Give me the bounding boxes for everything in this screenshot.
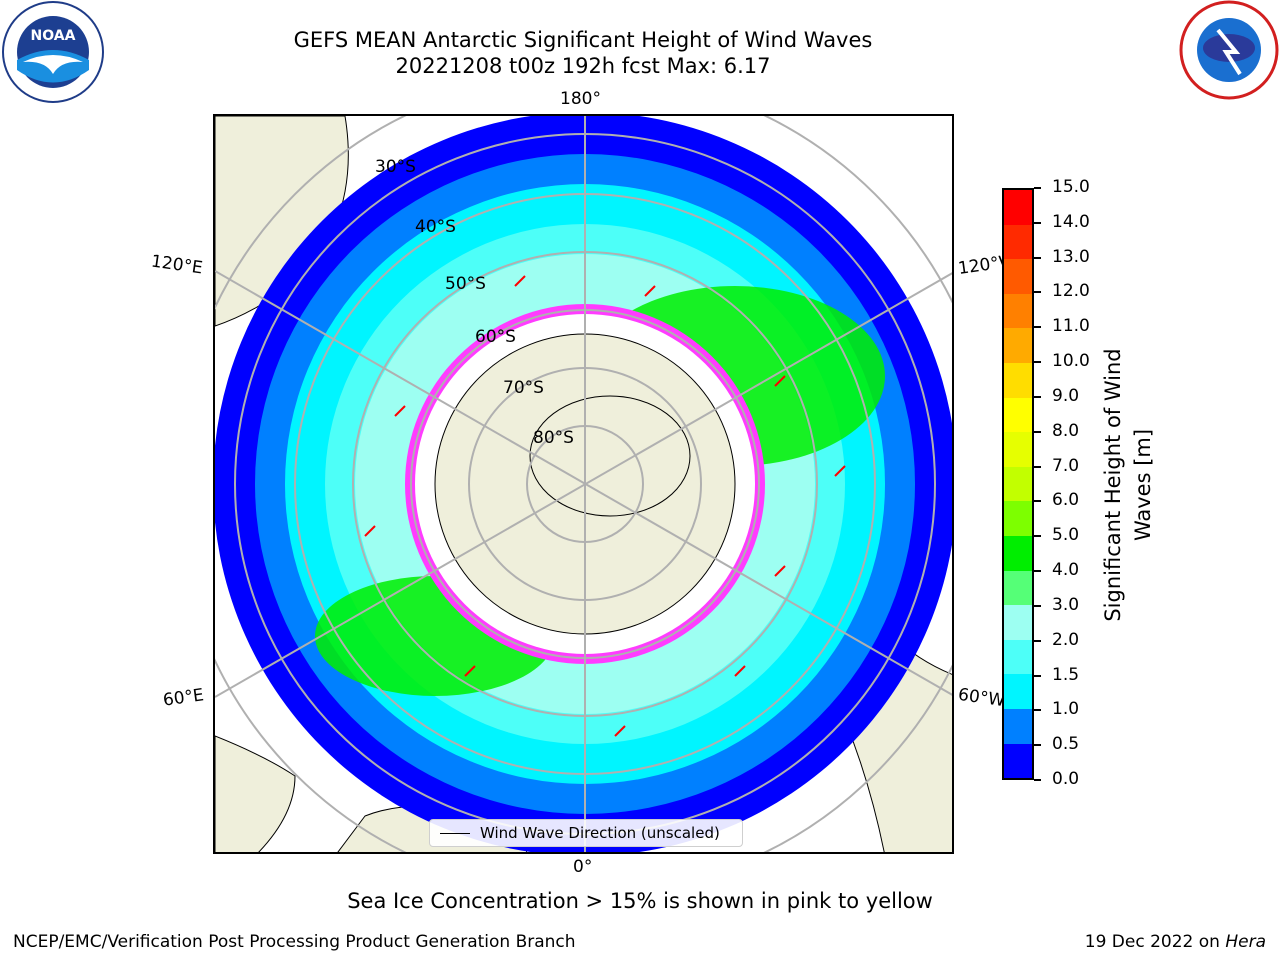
colorbar-tick-mark	[1034, 361, 1041, 364]
lat-label-30s: 30°S	[375, 157, 416, 177]
lon-label-top: 180°	[560, 89, 601, 109]
colorbar-segment	[1004, 466, 1032, 502]
colorbar-tick-label: 13.0	[1052, 246, 1090, 267]
colorbar-tick-mark	[1034, 465, 1041, 468]
colorbar-tick-mark	[1034, 256, 1041, 259]
colorbar-segment	[1004, 535, 1032, 571]
colorbar-segment	[1004, 432, 1032, 467]
colorbar-tick-label: 7.0	[1052, 455, 1080, 476]
colorbar	[1002, 188, 1034, 780]
colorbar-tick-label: 11.0	[1052, 316, 1090, 337]
polar-map: 30°S 40°S 50°S 60°S 70°S 80°S Wind Wave …	[213, 114, 954, 854]
colorbar-tick-mark	[1034, 187, 1041, 189]
colorbar-segment	[1004, 743, 1032, 779]
colorbar-tick-label: 8.0	[1052, 420, 1080, 441]
legend-line-icon	[440, 833, 470, 834]
lat-label-50s: 50°S	[445, 274, 486, 294]
colorbar-segment	[1004, 708, 1032, 744]
lon-label-lower-right: 60°W	[956, 684, 1007, 712]
lat-label-80s: 80°S	[533, 428, 574, 448]
colorbar-segment	[1004, 639, 1032, 675]
colorbar-tick-mark	[1034, 779, 1041, 781]
colorbar-tick-mark	[1034, 395, 1041, 398]
lat-label-60s: 60°S	[475, 327, 516, 347]
colorbar-segment	[1004, 570, 1032, 606]
colorbar-tick-label: 2.0	[1052, 629, 1080, 650]
colorbar-segment	[1004, 362, 1032, 398]
colorbar-segment	[1004, 224, 1032, 260]
colorbar-tick-label: 6.0	[1052, 490, 1080, 511]
colorbar-tick-label: 1.0	[1052, 699, 1080, 720]
colorbar-segment	[1004, 674, 1032, 709]
legend-label: Wind Wave Direction (unscaled)	[480, 824, 720, 842]
footer-credit: NCEP/EMC/Verification Post Processing Pr…	[13, 932, 576, 952]
lat-label-70s: 70°S	[503, 378, 544, 398]
colorbar-tick-label: 14.0	[1052, 211, 1090, 232]
colorbar-tick-label: 4.0	[1052, 560, 1080, 581]
footer-date-text: 19 Dec 2022 on	[1084, 932, 1226, 952]
lon-label-bottom: 0°	[573, 857, 593, 877]
colorbar-tick-mark	[1034, 709, 1041, 712]
colorbar-tick-mark	[1034, 674, 1041, 677]
chart-title: GEFS MEAN Antarctic Significant Height o…	[293, 28, 873, 52]
colorbar-tick-mark	[1034, 221, 1041, 224]
colorbar-title: Significant Height of Wind Waves [m]	[1098, 348, 1158, 621]
colorbar-title-line1: Significant Height of Wind	[1101, 348, 1125, 622]
colorbar-tick-mark	[1034, 604, 1041, 607]
chart-subtitle: 20221208 t00z 192h fcst Max: 6.17	[395, 54, 771, 78]
colorbar-tick-mark	[1034, 291, 1041, 294]
colorbar-tick-label: 9.0	[1052, 385, 1080, 406]
sea-ice-note: Sea Ice Concentration > 15% is shown in …	[347, 889, 933, 913]
colorbar-tick-label: 10.0	[1052, 351, 1090, 372]
colorbar-segment	[1004, 328, 1032, 363]
colorbar-tick-label: 1.5	[1052, 664, 1080, 685]
footer-date: 19 Dec 2022 on Hera	[1085, 932, 1266, 952]
colorbar-segment	[1004, 190, 1032, 225]
lon-label-upper-left: 120°E	[149, 251, 204, 279]
africa-land	[215, 735, 296, 852]
colorbar-segment	[1004, 259, 1032, 294]
map-legend: Wind Wave Direction (unscaled)	[429, 819, 743, 847]
colorbar-tick-label: 3.0	[1052, 594, 1080, 615]
lon-label-lower-left: 60°E	[161, 685, 206, 711]
noaa-logo-icon: NOAA	[1, 0, 105, 104]
footer-host: Hera	[1225, 932, 1266, 952]
colorbar-tick-label: 12.0	[1052, 281, 1090, 302]
colorbar-tick-mark	[1034, 326, 1041, 329]
colorbar-tick-label: 15.0	[1052, 177, 1090, 197]
colorbar-tick-mark	[1034, 744, 1041, 747]
colorbar-tick-label: 5.0	[1052, 525, 1080, 546]
colorbar-tick-mark	[1034, 639, 1041, 642]
lat-label-40s: 40°S	[415, 217, 456, 237]
colorbar-title-line2: Waves [m]	[1131, 428, 1155, 542]
colorbar-tick-mark	[1034, 430, 1041, 433]
national-weather-service-logo-icon	[1178, 0, 1280, 100]
colorbar-tick-mark	[1034, 570, 1041, 573]
colorbar-segment	[1004, 501, 1032, 536]
colorbar-tick-label: 0.5	[1052, 734, 1080, 755]
colorbar-segment	[1004, 605, 1032, 640]
colorbar-tick-mark	[1034, 500, 1041, 503]
colorbar-segment	[1004, 293, 1032, 329]
colorbar-tick-mark	[1034, 535, 1041, 538]
colorbar-tick-label: 0.0	[1052, 769, 1080, 789]
svg-text:NOAA: NOAA	[31, 28, 76, 44]
colorbar-segment	[1004, 397, 1032, 433]
